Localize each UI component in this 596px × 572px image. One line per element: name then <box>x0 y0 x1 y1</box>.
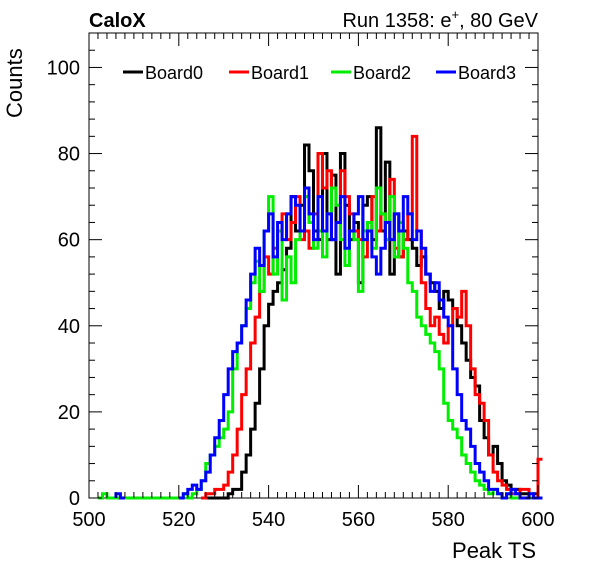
x-tick-label: 500 <box>72 509 105 531</box>
legend-label-board1: Board1 <box>251 63 309 83</box>
legend-label-board0: Board0 <box>145 63 203 83</box>
series-line-board0 <box>201 126 543 500</box>
series-line-board1 <box>201 134 543 500</box>
legend: Board0 Board1 Board2 Board3 <box>123 63 516 83</box>
x-tick-label: 540 <box>252 509 285 531</box>
series-layer <box>97 126 543 500</box>
x-axis-title: Peak TS <box>452 538 536 563</box>
run-info-label: Run 1358: e+, 80 GeV <box>342 7 538 32</box>
y-tick-label: 40 <box>58 316 80 338</box>
y-axis-ticks: 0 20 40 60 80 100 <box>47 32 538 510</box>
x-tick-label: 560 <box>342 509 375 531</box>
legend-label-board3: Board3 <box>458 63 516 83</box>
x-tick-label: 600 <box>521 509 554 531</box>
y-tick-label: 100 <box>47 57 80 79</box>
y-axis-title: Counts <box>2 48 27 118</box>
x-tick-label: 580 <box>432 509 465 531</box>
series-line-board3 <box>114 186 543 500</box>
y-tick-label: 80 <box>58 144 80 166</box>
legend-label-board2: Board2 <box>353 63 411 83</box>
x-tick-label: 520 <box>162 509 195 531</box>
y-tick-label: 0 <box>69 488 80 510</box>
y-tick-label: 20 <box>58 402 80 424</box>
y-tick-label: 60 <box>58 230 80 252</box>
experiment-label: CaloX <box>89 10 146 32</box>
x-axis-ticks: 500 520 540 560 580 600 <box>72 33 555 531</box>
